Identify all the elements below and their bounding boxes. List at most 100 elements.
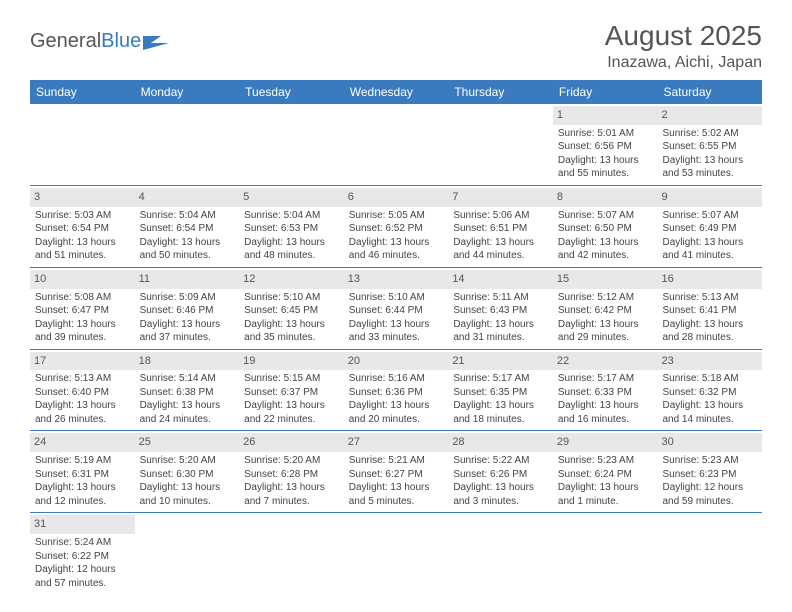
- day-info: Sunrise: 5:24 AMSunset: 6:22 PMDaylight:…: [34, 536, 131, 590]
- daylight-line: Daylight: 13 hours and 35 minutes.: [244, 318, 339, 345]
- day-info: Sunrise: 5:07 AMSunset: 6:49 PMDaylight:…: [661, 209, 758, 263]
- sunset-line: Sunset: 6:56 PM: [558, 140, 653, 154]
- day-info: Sunrise: 5:01 AMSunset: 6:56 PMDaylight:…: [557, 127, 654, 181]
- sunrise-line: Sunrise: 5:15 AM: [244, 372, 339, 386]
- daylight-line: Daylight: 13 hours and 1 minute.: [558, 481, 653, 508]
- calendar-cell: 25Sunrise: 5:20 AMSunset: 6:30 PMDayligh…: [135, 431, 240, 512]
- day-number: 12: [239, 270, 344, 289]
- sunset-line: Sunset: 6:53 PM: [244, 222, 339, 236]
- day-number: 17: [30, 352, 135, 371]
- day-number: 6: [344, 188, 449, 207]
- day-info: Sunrise: 5:03 AMSunset: 6:54 PMDaylight:…: [34, 209, 131, 263]
- sunset-line: Sunset: 6:26 PM: [453, 468, 548, 482]
- calendar-week: 24Sunrise: 5:19 AMSunset: 6:31 PMDayligh…: [30, 431, 762, 513]
- calendar-weeks: 1Sunrise: 5:01 AMSunset: 6:56 PMDaylight…: [30, 104, 762, 594]
- daylight-line: Daylight: 13 hours and 48 minutes.: [244, 236, 339, 263]
- day-info: Sunrise: 5:06 AMSunset: 6:51 PMDaylight:…: [452, 209, 549, 263]
- calendar: SundayMondayTuesdayWednesdayThursdayFrid…: [30, 80, 762, 594]
- sunrise-line: Sunrise: 5:22 AM: [453, 454, 548, 468]
- day-number: 5: [239, 188, 344, 207]
- sunset-line: Sunset: 6:33 PM: [558, 386, 653, 400]
- daylight-line: Daylight: 13 hours and 24 minutes.: [140, 399, 235, 426]
- daylight-line: Daylight: 13 hours and 7 minutes.: [244, 481, 339, 508]
- daylight-line: Daylight: 13 hours and 53 minutes.: [662, 154, 757, 181]
- sunrise-line: Sunrise: 5:12 AM: [558, 291, 653, 305]
- sunset-line: Sunset: 6:31 PM: [35, 468, 130, 482]
- calendar-cell-empty: [344, 104, 449, 185]
- calendar-cell: 29 Sunrise: 5:23 AMSunset: 6:24 PMDayligh…: [553, 431, 658, 512]
- daylight-line: Daylight: 13 hours and 12 minutes.: [35, 481, 130, 508]
- daylight-line: Daylight: 13 hours and 44 minutes.: [453, 236, 548, 263]
- calendar-cell: 10 Sunrise: 5:08 AMSunset: 6:47 PMDayligh…: [30, 268, 135, 349]
- calendar-cell-empty: [344, 513, 449, 594]
- daylight-line: Daylight: 13 hours and 31 minutes.: [453, 318, 548, 345]
- sunrise-line: Sunrise: 5:21 AM: [349, 454, 444, 468]
- day-number: 10: [30, 270, 135, 289]
- daylight-line: Daylight: 12 hours and 59 minutes.: [662, 481, 757, 508]
- day-header-cell: Sunday: [30, 80, 135, 104]
- sunset-line: Sunset: 6:36 PM: [349, 386, 444, 400]
- daylight-line: Daylight: 13 hours and 16 minutes.: [558, 399, 653, 426]
- daylight-line: Daylight: 13 hours and 37 minutes.: [140, 318, 235, 345]
- day-info: Sunrise: 5:04 AMSunset: 6:53 PMDaylight:…: [243, 209, 340, 263]
- daylight-line: Daylight: 13 hours and 39 minutes.: [35, 318, 130, 345]
- sunset-line: Sunset: 6:32 PM: [662, 386, 757, 400]
- sunrise-line: Sunrise: 5:05 AM: [349, 209, 444, 223]
- sunrise-line: Sunrise: 5:06 AM: [453, 209, 548, 223]
- calendar-cell: 1Sunrise: 5:01 AMSunset: 6:56 PMDaylight…: [553, 104, 658, 185]
- calendar-cell: 22Sunrise: 5:17 AMSunset: 6:33 PMDayligh…: [553, 350, 658, 431]
- daylight-line: Daylight: 13 hours and 22 minutes.: [244, 399, 339, 426]
- sunset-line: Sunset: 6:24 PM: [558, 468, 653, 482]
- day-number: 20: [344, 352, 449, 371]
- sunrise-line: Sunrise: 5:11 AM: [453, 291, 548, 305]
- sunset-line: Sunset: 6:45 PM: [244, 304, 339, 318]
- sunrise-line: Sunrise: 5:20 AM: [140, 454, 235, 468]
- calendar-cell: 28 Sunrise: 5:22 AMSunset: 6:26 PMDayligh…: [448, 431, 553, 512]
- calendar-cell: 6 Sunrise: 5:05 AMSunset: 6:52 PMDaylight…: [344, 186, 449, 267]
- calendar-cell: 18Sunrise: 5:14 AMSunset: 6:38 PMDayligh…: [135, 350, 240, 431]
- day-info: Sunrise: 5:14 AMSunset: 6:38 PMDaylight:…: [139, 372, 236, 426]
- calendar-week: 1Sunrise: 5:01 AMSunset: 6:56 PMDaylight…: [30, 104, 762, 186]
- day-header-row: SundayMondayTuesdayWednesdayThursdayFrid…: [30, 80, 762, 104]
- calendar-cell-empty: [135, 513, 240, 594]
- sunrise-line: Sunrise: 5:08 AM: [35, 291, 130, 305]
- sunset-line: Sunset: 6:22 PM: [35, 550, 130, 564]
- daylight-line: Daylight: 12 hours and 57 minutes.: [35, 563, 130, 590]
- day-info: Sunrise: 5:22 AMSunset: 6:26 PMDaylight:…: [452, 454, 549, 508]
- sunset-line: Sunset: 6:28 PM: [244, 468, 339, 482]
- sunrise-line: Sunrise: 5:14 AM: [140, 372, 235, 386]
- day-info: Sunrise: 5:13 AMSunset: 6:41 PMDaylight:…: [661, 291, 758, 345]
- day-header-cell: Wednesday: [344, 80, 449, 104]
- calendar-cell: 16 Sunrise: 5:13 AMSunset: 6:41 PMDayligh…: [657, 268, 762, 349]
- day-number: 4: [135, 188, 240, 207]
- day-info: Sunrise: 5:23 AMSunset: 6:24 PMDaylight:…: [557, 454, 654, 508]
- day-info: Sunrise: 5:02 AMSunset: 6:55 PMDaylight:…: [661, 127, 758, 181]
- day-number: 16: [657, 270, 762, 289]
- calendar-cell-empty: [448, 104, 553, 185]
- sunset-line: Sunset: 6:54 PM: [35, 222, 130, 236]
- calendar-cell: 27Sunrise: 5:21 AMSunset: 6:27 PMDayligh…: [344, 431, 449, 512]
- sunset-line: Sunset: 6:47 PM: [35, 304, 130, 318]
- day-info: Sunrise: 5:05 AMSunset: 6:52 PMDaylight:…: [348, 209, 445, 263]
- sunset-line: Sunset: 6:46 PM: [140, 304, 235, 318]
- day-info: Sunrise: 5:18 AMSunset: 6:32 PMDaylight:…: [661, 372, 758, 426]
- daylight-line: Daylight: 13 hours and 20 minutes.: [349, 399, 444, 426]
- calendar-cell: 12Sunrise: 5:10 AMSunset: 6:45 PMDayligh…: [239, 268, 344, 349]
- day-info: Sunrise: 5:16 AMSunset: 6:36 PMDaylight:…: [348, 372, 445, 426]
- logo-flag-icon: [143, 32, 169, 50]
- daylight-line: Daylight: 13 hours and 5 minutes.: [349, 481, 444, 508]
- day-number: 8: [553, 188, 658, 207]
- day-number: 13: [344, 270, 449, 289]
- sunset-line: Sunset: 6:50 PM: [558, 222, 653, 236]
- day-number: 29: [553, 433, 658, 452]
- day-header-cell: Saturday: [657, 80, 762, 104]
- sunrise-line: Sunrise: 5:20 AM: [244, 454, 339, 468]
- calendar-cell: 30Sunrise: 5:23 AMSunset: 6:23 PMDayligh…: [657, 431, 762, 512]
- day-number: 24: [30, 433, 135, 452]
- day-number: 9: [657, 188, 762, 207]
- day-number: 28: [448, 433, 553, 452]
- calendar-cell-empty: [448, 513, 553, 594]
- sunrise-line: Sunrise: 5:23 AM: [558, 454, 653, 468]
- sunrise-line: Sunrise: 5:19 AM: [35, 454, 130, 468]
- daylight-line: Daylight: 13 hours and 50 minutes.: [140, 236, 235, 263]
